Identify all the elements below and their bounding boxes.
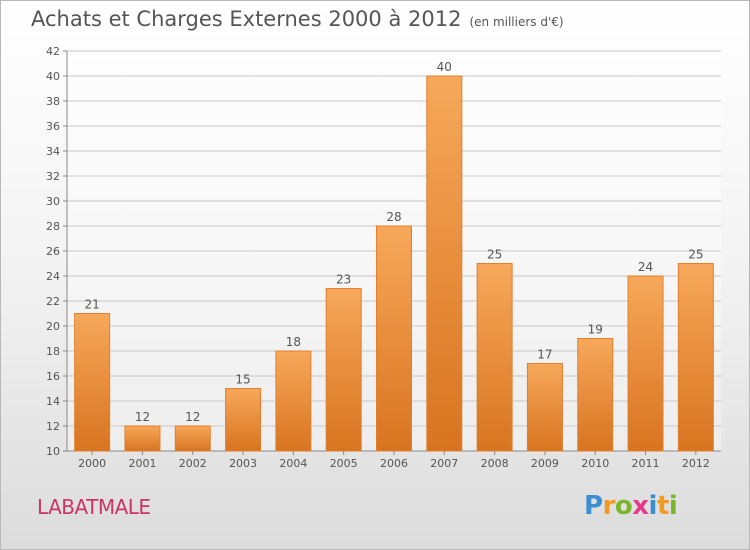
y-tick-label: 20 — [46, 320, 60, 333]
y-tick-label: 26 — [46, 245, 60, 258]
x-tick-label: 2002 — [179, 457, 207, 470]
y-tick-label: 36 — [46, 120, 60, 133]
bar — [677, 263, 714, 452]
x-tick-label: 2000 — [78, 457, 106, 470]
x-tick-label: 2004 — [279, 457, 307, 470]
logo-letter: i — [648, 491, 658, 521]
data-label: 12 — [135, 410, 150, 424]
data-label: 40 — [437, 60, 452, 74]
logo-letter: t — [656, 491, 669, 521]
y-tick-label: 12 — [46, 420, 60, 433]
bar — [577, 338, 614, 452]
data-label: 25 — [487, 248, 502, 262]
bar — [124, 425, 161, 452]
data-label: 12 — [185, 410, 200, 424]
x-tick-label: 2011 — [632, 457, 660, 470]
bar — [426, 75, 463, 452]
bar — [476, 263, 513, 452]
x-tick-label: 2007 — [430, 457, 458, 470]
data-label: 15 — [235, 373, 250, 387]
commune-name: LABATMALE — [37, 495, 151, 519]
bar — [225, 388, 262, 452]
bar — [526, 363, 563, 452]
y-tick-label: 14 — [46, 395, 60, 408]
logo-letter: o — [614, 491, 633, 521]
data-label: 19 — [588, 323, 603, 337]
logo-letter: i — [668, 491, 678, 521]
data-label: 23 — [336, 273, 351, 287]
y-tick-label: 18 — [46, 345, 60, 358]
y-tick-label: 42 — [46, 45, 60, 58]
data-label: 21 — [85, 298, 100, 312]
y-tick-label: 34 — [46, 145, 60, 158]
chart-title: Achats et Charges Externes 2000 à 2012 (e… — [31, 7, 564, 31]
y-tick-label: 38 — [46, 95, 60, 108]
data-label: 17 — [537, 348, 552, 362]
logo-letter: x — [632, 491, 649, 521]
data-label: 28 — [386, 210, 401, 224]
y-tick-label: 32 — [46, 170, 60, 183]
logo-letter: r — [602, 491, 616, 521]
bar — [275, 350, 312, 452]
x-tick-label: 2003 — [229, 457, 257, 470]
x-tick-label: 2006 — [380, 457, 408, 470]
x-tick-label: 2012 — [682, 457, 710, 470]
y-tick-label: 10 — [46, 445, 60, 458]
y-tick-label: 40 — [46, 70, 60, 83]
logo-letter: P — [584, 491, 603, 521]
bar — [627, 275, 664, 452]
y-tick-label: 22 — [46, 295, 60, 308]
bar — [376, 225, 412, 452]
x-tick-label: 2009 — [531, 457, 559, 470]
bar — [74, 313, 111, 452]
y-tick-label: 30 — [46, 195, 60, 208]
data-label: 25 — [688, 248, 703, 262]
y-tick-label: 28 — [46, 220, 60, 233]
x-tick-label: 2010 — [581, 457, 609, 470]
chart-subtitle: (en milliers d'€) — [469, 15, 564, 29]
data-label: 24 — [638, 260, 653, 274]
x-tick-label: 2001 — [128, 457, 156, 470]
bar — [174, 425, 211, 452]
x-tick-label: 2008 — [481, 457, 509, 470]
x-tick-label: 2005 — [330, 457, 358, 470]
data-label: 18 — [286, 335, 301, 349]
bar — [325, 288, 362, 452]
proxiti-logo: Proxiti — [584, 491, 678, 521]
y-tick-label: 24 — [46, 270, 60, 283]
chart-title-text: Achats et Charges Externes 2000 à 2012 — [31, 7, 462, 31]
y-tick-label: 16 — [46, 370, 60, 383]
